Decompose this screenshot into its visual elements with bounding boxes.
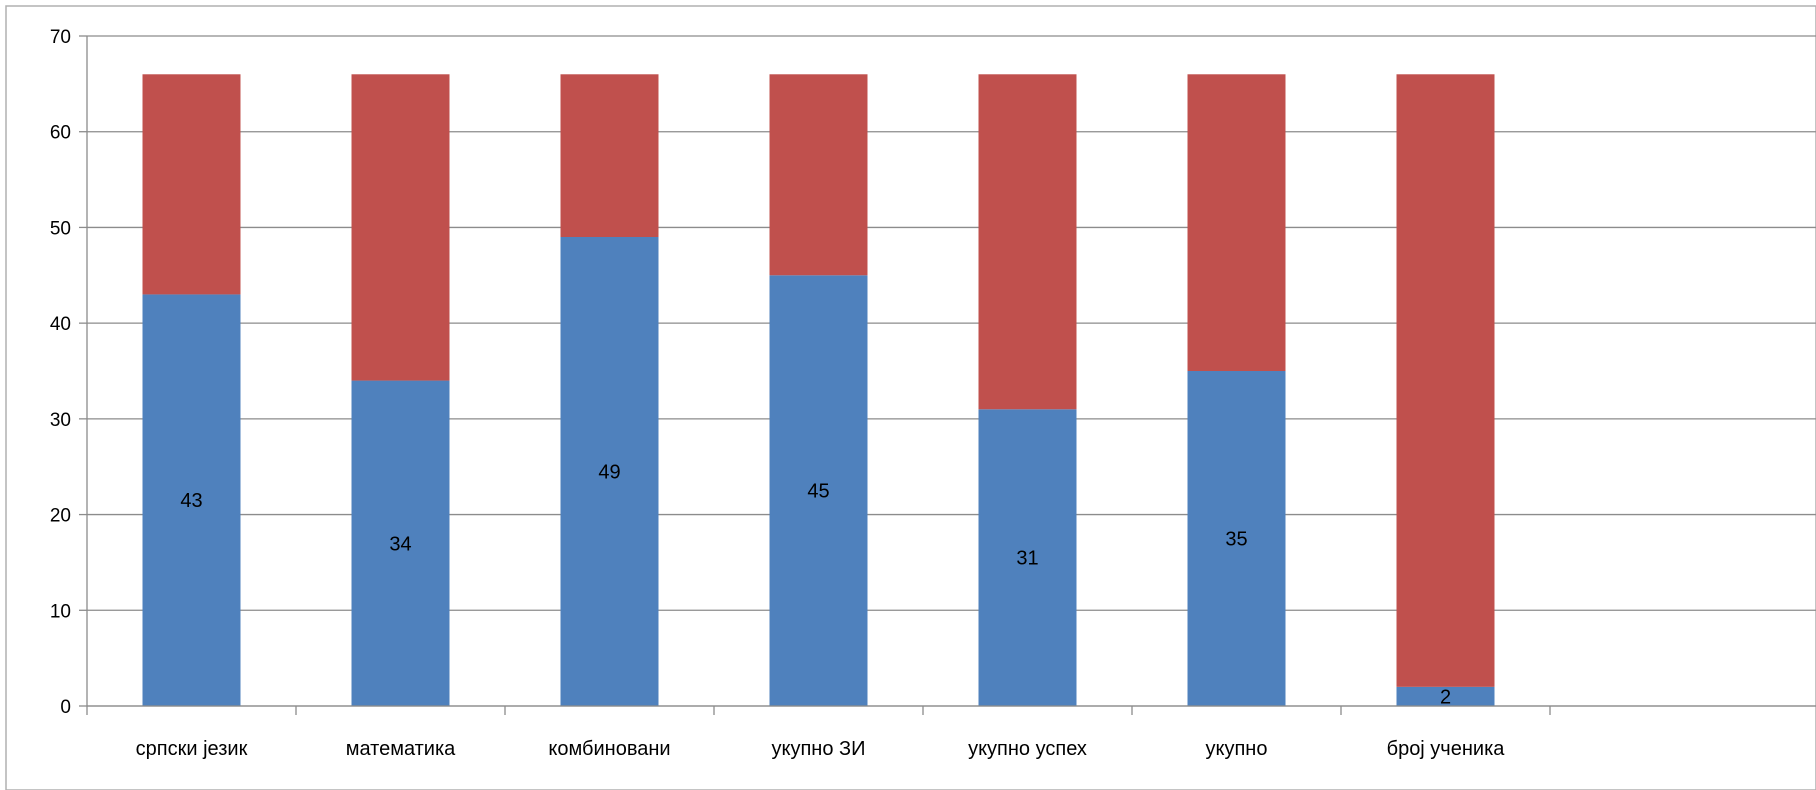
bar-segment-series2-5 — [978, 74, 1077, 410]
bar-segment-series2-2 — [351, 74, 450, 381]
bar-segment-series1-4 — [769, 275, 868, 706]
y-tick-label: 30 — [50, 410, 71, 431]
x-tick-label: укупно ЗИ — [772, 738, 866, 760]
y-tick-label: 40 — [50, 314, 71, 335]
bar-segment-series2-6 — [1187, 74, 1286, 372]
x-tick-label: укупно — [1206, 738, 1268, 760]
bar-segment-series1-3 — [560, 237, 659, 706]
bar-segment-series1-2 — [351, 380, 450, 706]
x-tick-label: комбиновани — [548, 738, 670, 760]
data-label: 34 — [389, 533, 411, 555]
bar-segment-series2-3 — [560, 74, 659, 238]
axes — [79, 35, 1816, 715]
x-tick-label: број ученика — [1387, 738, 1506, 760]
bar-segment-series2-4 — [769, 74, 868, 276]
bar-segment-series1-6 — [1187, 371, 1286, 706]
bar-segment-series2-7 — [1396, 74, 1495, 687]
data-label: 35 — [1225, 529, 1247, 551]
y-tick-label: 0 — [60, 697, 71, 718]
data-label: 45 — [807, 481, 829, 503]
y-tick-label: 70 — [50, 27, 71, 48]
x-tick-label: српски језик — [136, 738, 248, 760]
data-label: 31 — [1016, 548, 1038, 570]
y-tick-label: 10 — [50, 601, 71, 622]
data-label: 49 — [598, 462, 620, 484]
y-tick-label: 20 — [50, 506, 71, 527]
bar-segment-series1-1 — [142, 294, 241, 706]
x-tick-label: укупно успех — [968, 738, 1087, 760]
data-label: 2 — [1440, 686, 1451, 708]
labels: 0 10 20 30 40 50 60 70 43 српски језик 34 математик… — [50, 27, 1505, 760]
bar-segment-series2-1 — [142, 74, 241, 295]
bar-segment-series1-5 — [978, 409, 1077, 706]
bar-segment-series1-7 — [1396, 686, 1495, 706]
bars — [142, 74, 1495, 706]
y-tick-label: 60 — [50, 123, 71, 144]
chart-frame — [5, 5, 1816, 790]
y-tick-label: 50 — [50, 218, 71, 239]
x-tick-label: математика — [346, 738, 456, 760]
data-label: 43 — [180, 490, 202, 512]
